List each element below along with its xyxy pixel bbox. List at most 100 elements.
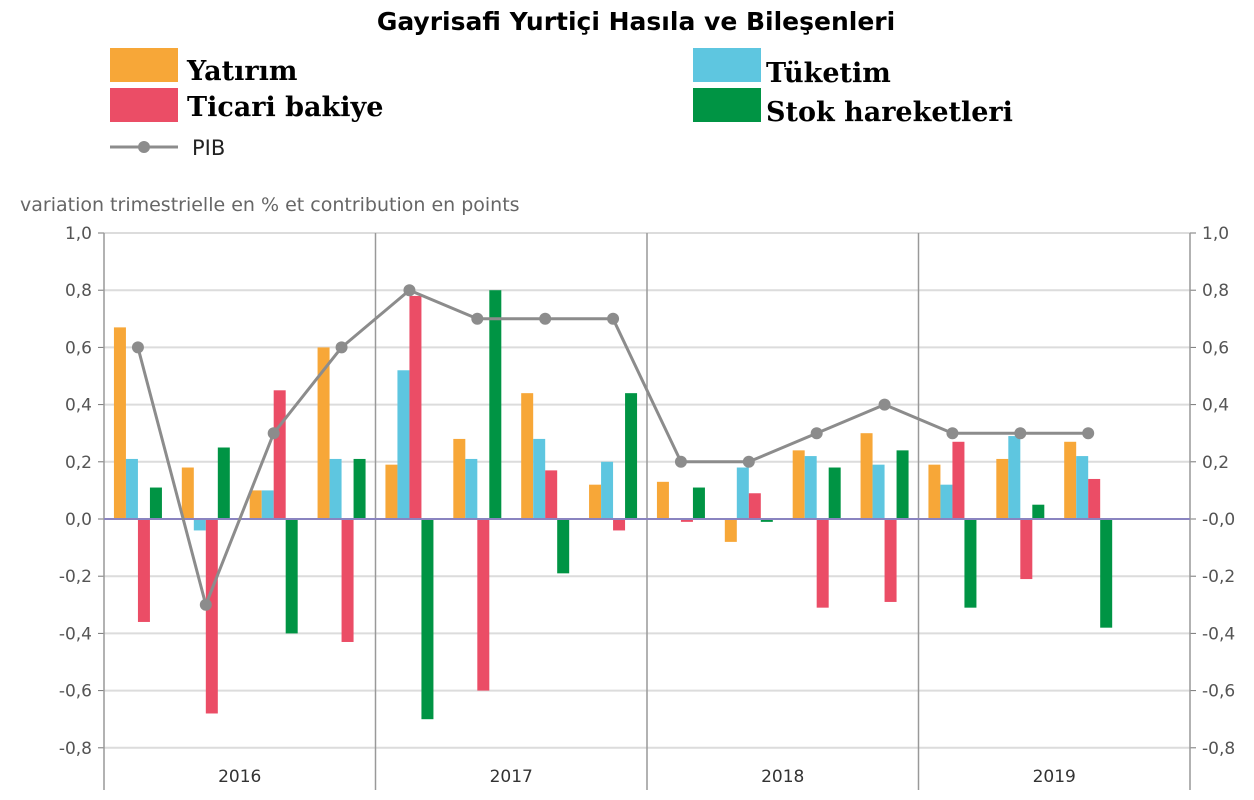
legend: Yatırım Ticari bakiye PIB Tüketim Stok h… <box>110 48 1013 160</box>
y-axis-right: 1,0 0,8 0,6 0,4 0,2 -0,0 -0,2 -0,4 -0,6 -0,8 <box>1202 224 1235 759</box>
bar-yatırım <box>928 464 941 519</box>
bar-yatırım <box>656 481 669 519</box>
bar-stok-hareketleri <box>489 290 502 519</box>
bar-ticari-bakiye <box>137 519 150 622</box>
pib-point <box>742 455 755 468</box>
pib-point <box>199 598 212 611</box>
legend-marker-pib <box>138 141 150 153</box>
bar-tüketim <box>736 467 749 519</box>
bars <box>104 290 1190 720</box>
pib-point <box>403 284 416 297</box>
bar-ticari-bakiye <box>1088 478 1101 519</box>
y-tick-label-right: 0,4 <box>1202 396 1229 416</box>
y-tick-label-left: 0,6 <box>65 338 92 358</box>
bar-ticari-bakiye <box>409 295 422 519</box>
bar-ticari-bakiye <box>613 519 626 531</box>
y-tick-label-right: -0,0 <box>1202 510 1235 530</box>
bar-stok-hareketleri <box>217 447 230 519</box>
bar-ticari-bakiye <box>816 519 829 608</box>
pib-point <box>267 427 280 440</box>
bar-stok-hareketleri <box>896 450 909 519</box>
y-tick-label-left: -0,6 <box>59 682 92 702</box>
bar-tüketim <box>872 464 885 519</box>
y-tick-label-right: 1,0 <box>1202 224 1229 244</box>
bar-ticari-bakiye <box>477 519 490 691</box>
pib-point <box>1082 427 1095 440</box>
bar-yatırım <box>181 467 194 519</box>
pib-point <box>878 398 891 411</box>
pib-point <box>131 341 144 354</box>
bar-ticari-bakiye <box>273 390 286 519</box>
bar-stok-hareketleri <box>1032 504 1045 519</box>
bar-ticari-bakiye <box>1020 519 1033 580</box>
chart-title: Gayrisafi Yurtiçi Hasıla ve Bileşenleri <box>377 7 895 36</box>
bar-tüketim <box>601 461 614 519</box>
bar-stok-hareketleri <box>285 519 298 634</box>
y-tick-label-right: 0,6 <box>1202 338 1229 358</box>
bar-stok-hareketleri <box>760 519 773 522</box>
bar-tüketim <box>397 370 410 519</box>
bar-tüketim <box>193 519 206 531</box>
bar-stok-hareketleri <box>149 487 162 519</box>
bar-ticari-bakiye <box>952 441 965 519</box>
bar-ticari-bakiye <box>680 519 693 522</box>
y-tick-label-left: -0,8 <box>59 739 92 759</box>
bar-tüketim <box>804 456 817 519</box>
bar-stok-hareketleri <box>625 393 638 519</box>
legend-label-tuketim: Tüketim <box>766 58 891 89</box>
pib-point <box>335 341 348 354</box>
bar-yatırım <box>996 458 1009 519</box>
pib-point <box>471 312 484 325</box>
y-tick-label-left: 0,0 <box>65 510 92 530</box>
bar-stok-hareketleri <box>421 519 434 720</box>
y-tick-label-left: 0,4 <box>65 396 92 416</box>
y-tick-label-left: 1,0 <box>65 224 92 244</box>
legend-swatch-stok <box>693 88 761 122</box>
pib-point <box>946 427 959 440</box>
legend-label-stok: Stok hareketleri <box>766 97 1013 128</box>
y-tick-label-right: -0,8 <box>1202 739 1235 759</box>
y-tick-label-left: -0,4 <box>59 624 92 644</box>
bar-tüketim <box>1008 436 1021 519</box>
bar-yatırım <box>453 438 466 519</box>
pib-point <box>607 312 620 325</box>
legend-label-ticari: Ticari bakiye <box>187 92 383 123</box>
y-tick-label-right: -0,2 <box>1202 567 1235 587</box>
legend-label-pib: PIB <box>192 136 225 160</box>
bar-ticari-bakiye <box>884 519 897 602</box>
legend-label-yatirim: Yatırım <box>186 56 297 87</box>
x-axis: 2016 2017 2018 2019 <box>103 233 1191 790</box>
pib-point <box>1014 427 1027 440</box>
bar-ticari-bakiye <box>205 519 218 714</box>
bar-ticari-bakiye <box>545 470 558 519</box>
y-tick-label-right: -0,6 <box>1202 682 1235 702</box>
year-label: 2016 <box>218 767 261 787</box>
bar-tüketim <box>125 458 138 519</box>
bar-yatırım <box>317 347 330 519</box>
bar-yatırım <box>249 490 262 519</box>
y-tick-label-right: 0,2 <box>1202 453 1229 473</box>
pib-line <box>131 284 1095 611</box>
bar-tüketim <box>261 490 274 519</box>
bar-tüketim <box>1076 456 1089 519</box>
bar-stok-hareketleri <box>353 458 366 519</box>
bar-tüketim <box>329 458 342 519</box>
bar-tüketim <box>465 458 478 519</box>
legend-swatch-ticari <box>110 88 178 122</box>
bar-yatırım <box>724 519 737 542</box>
year-label: 2017 <box>490 767 533 787</box>
y-tick-label-left: -0,2 <box>59 567 92 587</box>
y-tick-label-left: 0,8 <box>65 281 92 301</box>
bar-ticari-bakiye <box>748 493 761 519</box>
pib-point <box>674 455 687 468</box>
bar-stok-hareketleri <box>964 519 977 608</box>
bar-stok-hareketleri <box>692 487 705 519</box>
bar-tüketim <box>940 484 953 519</box>
bar-yatırım <box>589 484 602 519</box>
bar-yatırım <box>113 327 126 519</box>
pib-point <box>810 427 823 440</box>
bar-stok-hareketleri <box>1100 519 1113 628</box>
bar-stok-hareketleri <box>557 519 570 574</box>
legend-swatch-tuketim <box>693 48 761 82</box>
